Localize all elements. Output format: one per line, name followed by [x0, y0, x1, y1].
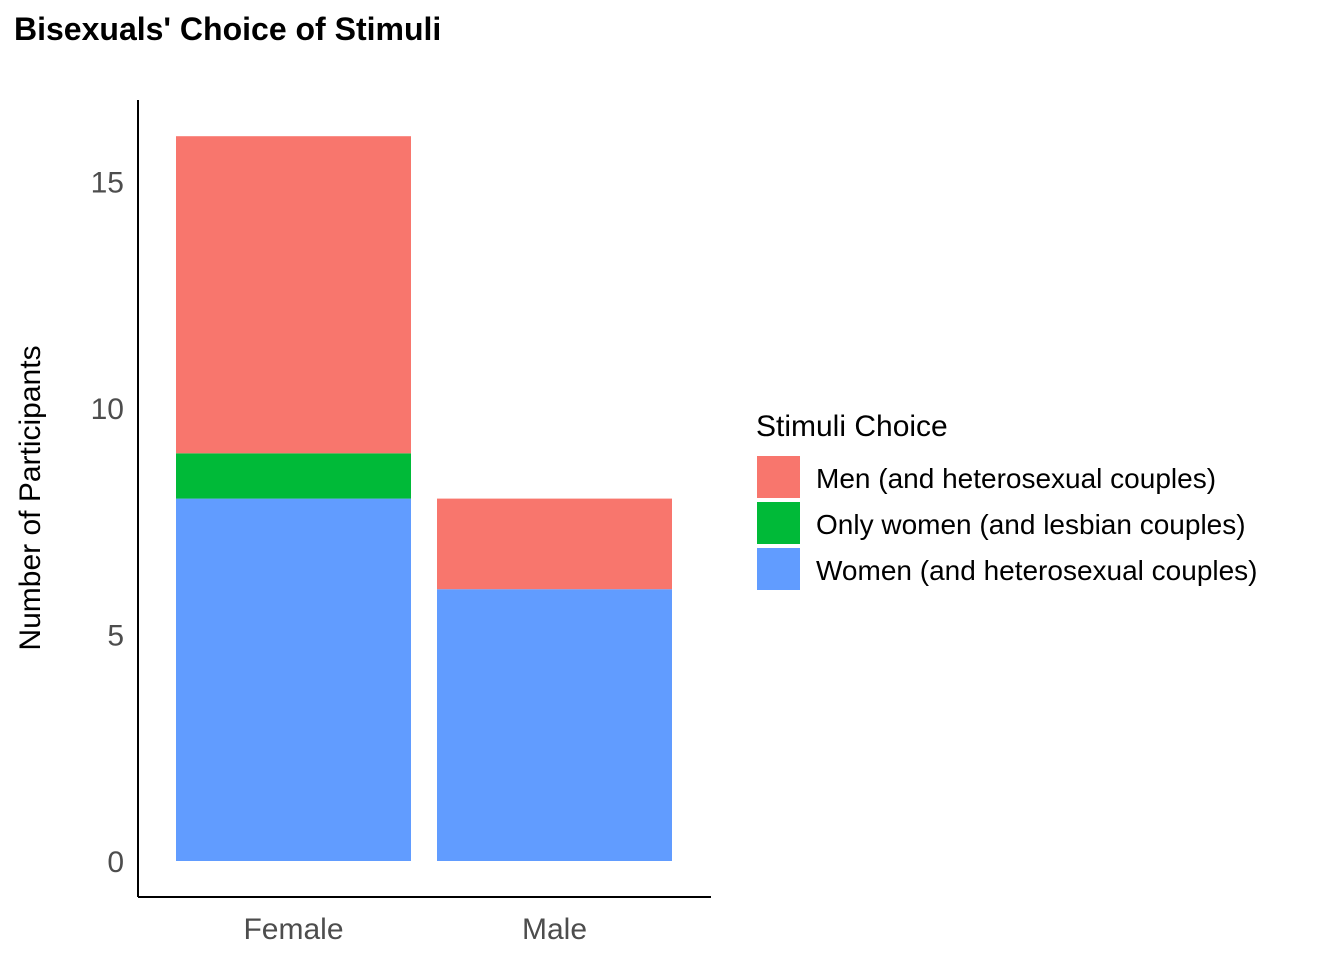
y-tick-label-10: 10 — [91, 393, 124, 426]
bar-female-series-0 — [176, 498, 411, 861]
bars-group — [176, 136, 672, 861]
bar-female-series-1 — [176, 453, 411, 499]
bar-male-series-2 — [437, 498, 672, 590]
bar-female-series-2 — [176, 136, 411, 454]
x-axis-ticks: Female Male — [243, 913, 587, 946]
plot-area: 0 5 10 15 Female Male — [91, 100, 711, 946]
legend-key-2 — [757, 548, 800, 590]
x-tick-label-male: Male — [522, 913, 587, 946]
legend-items: Men (and heterosexual couples) Only women… — [757, 456, 1258, 590]
legend-key-1 — [757, 502, 800, 544]
chart-title: Bisexuals' Choice of Stimuli — [14, 11, 441, 47]
y-tick-label-0: 0 — [107, 846, 124, 879]
x-tick-label-female: Female — [243, 913, 343, 946]
y-axis-ticks: 0 5 10 15 — [91, 167, 124, 880]
legend-key-0 — [757, 456, 800, 498]
y-tick-label-15: 15 — [91, 167, 124, 200]
y-axis-label: Number of Participants — [14, 345, 47, 650]
legend-label-1: Only women (and lesbian couples) — [816, 509, 1246, 540]
legend: Stimuli Choice Men (and heterosexual cou… — [756, 410, 1258, 590]
y-tick-label-5: 5 — [107, 620, 124, 653]
legend-title: Stimuli Choice — [756, 410, 948, 443]
bar-male-series-0 — [437, 589, 672, 861]
legend-label-2: Women (and heterosexual couples) — [816, 555, 1258, 586]
legend-label-0: Men (and heterosexual couples) — [816, 463, 1216, 494]
